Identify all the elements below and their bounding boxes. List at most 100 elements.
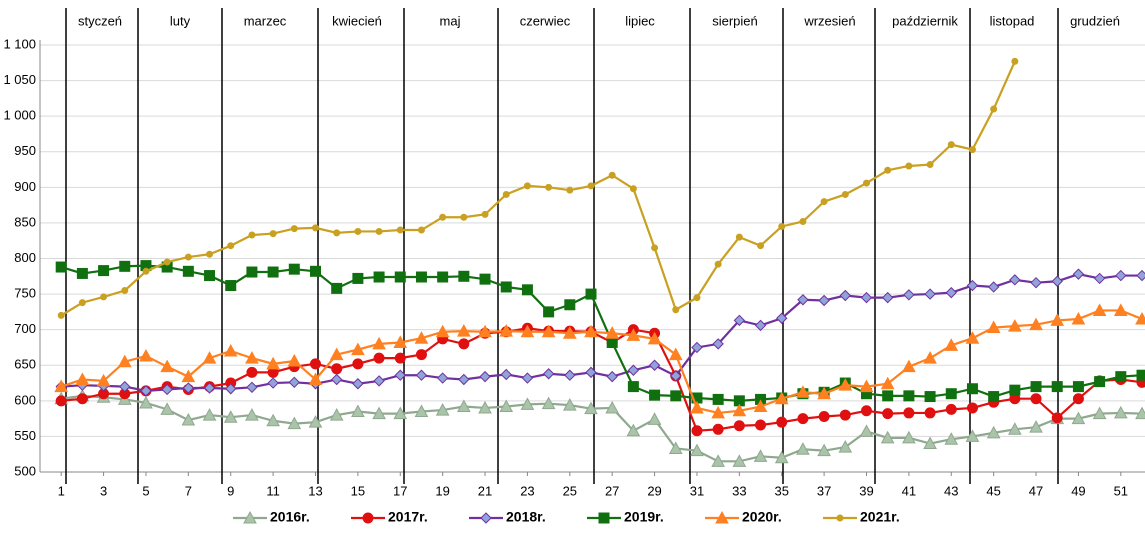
marker [76, 267, 88, 279]
marker [502, 190, 510, 198]
marker [287, 353, 302, 367]
marker [329, 408, 344, 421]
x-tick-label: 7 [185, 483, 192, 498]
month-label: sierpień [712, 13, 758, 28]
marker [308, 372, 323, 385]
marker [160, 359, 174, 373]
marker [647, 412, 662, 425]
marker [649, 389, 661, 401]
legend-item: 2016r. [233, 509, 310, 525]
marker [181, 413, 196, 426]
marker [1135, 406, 1145, 420]
marker [838, 378, 853, 391]
marker [605, 326, 620, 339]
marker [312, 224, 319, 232]
marker [1029, 420, 1043, 433]
y-tick-label: 650 [14, 357, 36, 372]
marker [693, 294, 701, 302]
marker [100, 293, 108, 301]
marker [903, 289, 915, 301]
series-line [61, 327, 1143, 432]
x-tick-label: 17 [393, 483, 407, 498]
marker [584, 401, 598, 415]
month-label: czerwiec [520, 13, 571, 28]
marker [1011, 57, 1019, 65]
marker [245, 408, 259, 421]
legend-marker [715, 510, 729, 524]
legend-label: 2021r. [860, 509, 900, 525]
marker [965, 331, 980, 344]
marker [926, 161, 934, 169]
marker [119, 260, 131, 272]
month-label: kwiecień [332, 13, 382, 28]
marker [436, 372, 449, 384]
marker [670, 390, 682, 402]
marker [924, 407, 936, 419]
x-tick-label: 19 [435, 483, 449, 498]
legend-item: 2018r. [469, 509, 546, 525]
marker [797, 294, 809, 306]
marker [204, 270, 216, 282]
marker [651, 244, 659, 252]
marker [202, 408, 217, 421]
marker [776, 416, 788, 428]
marker [903, 390, 915, 402]
marker [287, 416, 302, 430]
marker [458, 270, 470, 282]
y-tick-label: 1 000 [3, 108, 36, 123]
marker [711, 405, 725, 419]
month-label: luty [170, 13, 191, 28]
marker [757, 242, 765, 250]
y-tick-label: 550 [14, 428, 36, 443]
marker [818, 410, 830, 422]
marker [396, 226, 404, 234]
marker [543, 306, 555, 318]
marker [712, 393, 724, 405]
month-label: październik [892, 13, 958, 28]
legend-marker [480, 512, 492, 524]
marker [945, 388, 957, 400]
marker [96, 373, 111, 387]
marker [965, 429, 980, 442]
y-tick-label: 600 [14, 392, 36, 407]
marker [627, 381, 639, 393]
marker [479, 273, 491, 285]
y-tick-label: 700 [14, 321, 36, 336]
marker [755, 419, 767, 431]
marker [668, 441, 683, 455]
x-tick-label: 5 [142, 483, 149, 498]
marker [457, 324, 471, 337]
marker [880, 430, 895, 444]
marker [859, 424, 874, 437]
marker [1115, 371, 1127, 383]
marker [902, 430, 916, 444]
x-tick-label: 27 [605, 483, 619, 498]
legend-item: 2019r. [587, 509, 664, 525]
legend-label: 2018r. [506, 509, 546, 525]
marker [227, 242, 235, 250]
marker [267, 377, 279, 389]
marker [733, 420, 745, 432]
marker [163, 258, 171, 266]
marker [882, 408, 894, 420]
x-tick-label: 15 [351, 483, 365, 498]
marker [944, 338, 959, 351]
marker [1071, 411, 1086, 425]
marker [160, 402, 174, 415]
marker [1072, 268, 1085, 280]
marker [881, 291, 894, 304]
marker [562, 398, 577, 411]
series-line [60, 264, 1143, 402]
marker [584, 324, 598, 338]
legend-marker [362, 512, 374, 524]
marker [861, 405, 872, 417]
marker [288, 376, 301, 389]
marker [308, 415, 323, 428]
marker [246, 266, 258, 278]
marker [1008, 422, 1022, 435]
marker [690, 400, 704, 414]
marker [880, 376, 895, 390]
marker [797, 413, 809, 425]
legend-marker [598, 512, 610, 524]
marker [564, 369, 576, 381]
